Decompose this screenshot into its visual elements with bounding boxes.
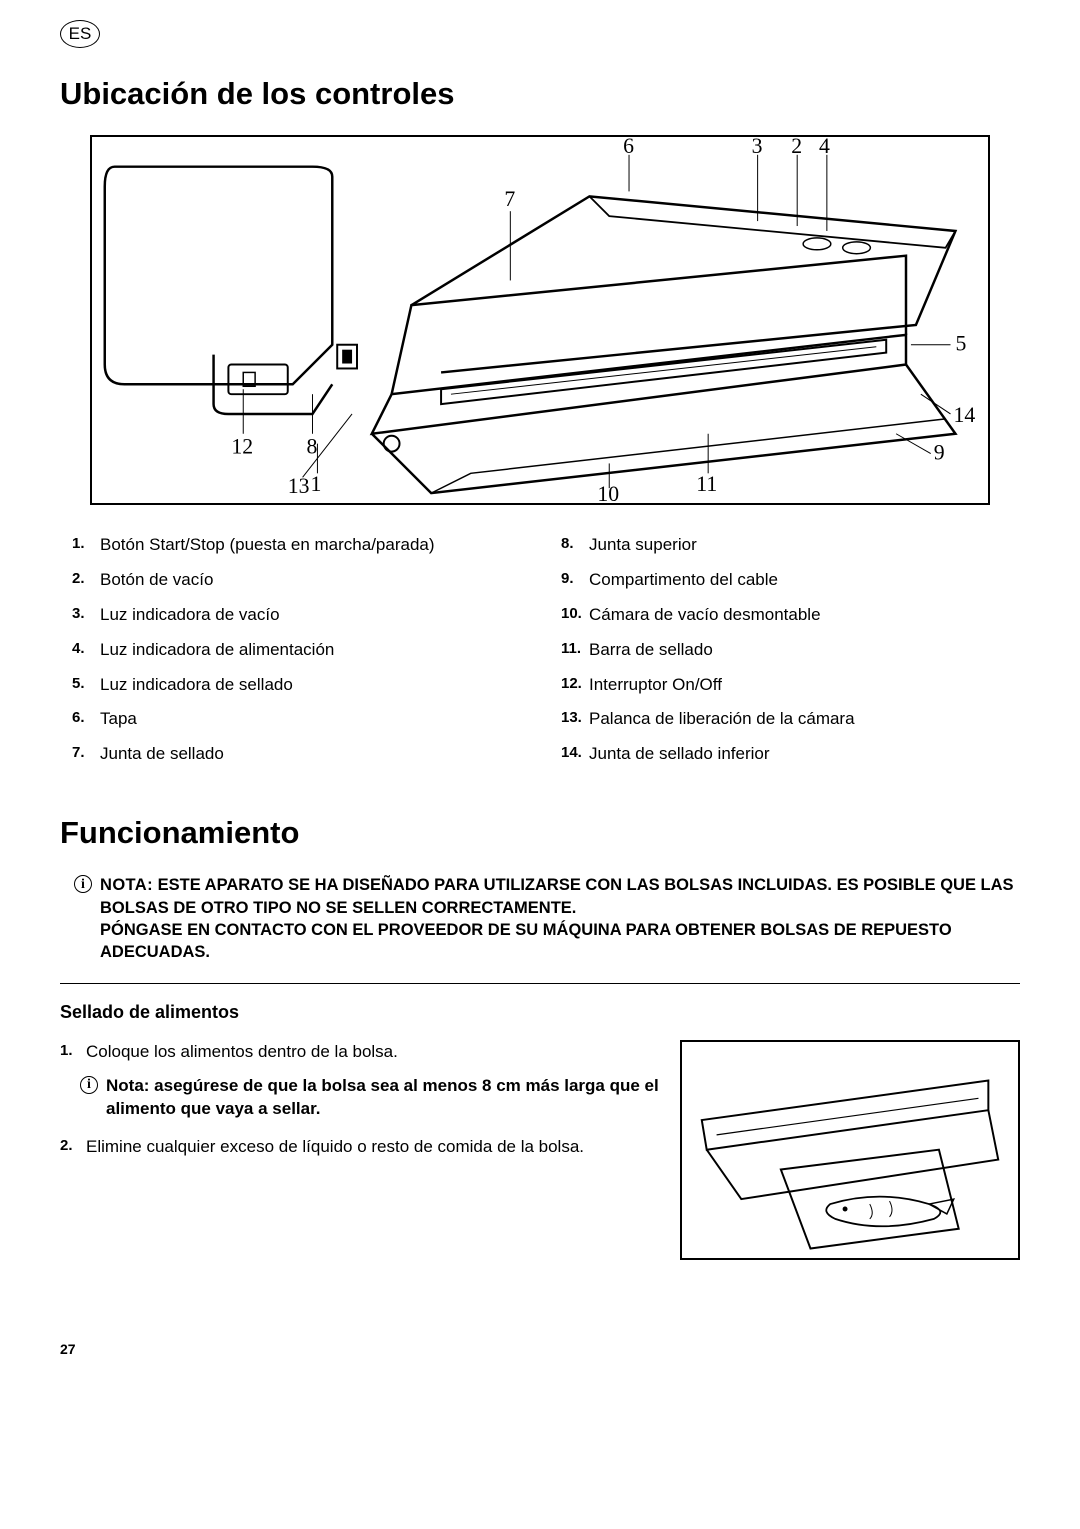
language-badge: ES bbox=[60, 20, 100, 48]
diag-label-11: 11 bbox=[696, 473, 717, 497]
step-item: 1. Coloque los alimentos dentro de la bo… bbox=[60, 1040, 664, 1064]
list-item: 5.Luz indicadora de sellado bbox=[72, 673, 531, 697]
diag-label-7: 7 bbox=[504, 188, 515, 212]
diag-label-9: 9 bbox=[934, 441, 945, 465]
list-item: 13.Palanca de liberación de la cámara bbox=[561, 707, 1020, 731]
list-item: 10.Cámara de vacío desmontable bbox=[561, 603, 1020, 627]
list-item: 11.Barra de sellado bbox=[561, 638, 1020, 662]
parts-list: 1.Botón Start/Stop (puesta en marcha/par… bbox=[60, 533, 1020, 777]
diag-label-13: 13 bbox=[288, 474, 310, 498]
list-item: 12.Interruptor On/Off bbox=[561, 673, 1020, 697]
parts-col-right: 8.Junta superior 9.Compartimento del cab… bbox=[561, 533, 1020, 777]
list-item: 6.Tapa bbox=[72, 707, 531, 731]
step-item: 2. Elimine cualquier exceso de líquido o… bbox=[60, 1135, 664, 1159]
step-illustration bbox=[680, 1040, 1020, 1260]
diag-label-6: 6 bbox=[623, 137, 634, 158]
diag-label-2: 2 bbox=[791, 137, 802, 158]
diag-label-14: 14 bbox=[953, 403, 975, 427]
separator bbox=[60, 983, 1020, 984]
list-item: 3.Luz indicadora de vacío bbox=[72, 603, 531, 627]
main-note: i Nota: Este aparato se ha diseñado para… bbox=[74, 874, 1020, 963]
diag-label-4: 4 bbox=[819, 137, 830, 158]
list-item: 9.Compartimento del cable bbox=[561, 568, 1020, 592]
diag-label-8: 8 bbox=[307, 435, 318, 459]
list-item: 8.Junta superior bbox=[561, 533, 1020, 557]
list-item: 14.Junta de sellado inferior bbox=[561, 742, 1020, 766]
diag-label-12: 12 bbox=[231, 435, 253, 459]
page-number: 27 bbox=[60, 1340, 1020, 1360]
info-icon: i bbox=[74, 875, 92, 893]
inline-note: i Nota: asegúrese de que la bolsa sea al… bbox=[80, 1075, 664, 1121]
diag-label-3: 3 bbox=[752, 137, 763, 158]
parts-col-left: 1.Botón Start/Stop (puesta en marcha/par… bbox=[72, 533, 531, 777]
list-item: 2.Botón de vacío bbox=[72, 568, 531, 592]
section-title-operation: Funcionamiento bbox=[60, 811, 1020, 854]
controls-diagram: 6 3 2 4 7 5 14 9 11 10 12 8 1 13 bbox=[90, 135, 990, 505]
diag-label-1: 1 bbox=[311, 473, 322, 497]
controls-diagram-svg: 6 3 2 4 7 5 14 9 11 10 12 8 1 13 bbox=[92, 137, 988, 503]
note-text: Nota: Este aparato se ha diseñado para u… bbox=[100, 874, 1020, 963]
diag-label-5: 5 bbox=[955, 332, 966, 356]
diag-label-10: 10 bbox=[597, 482, 619, 503]
section-title-controls: Ubicación de los controles bbox=[60, 72, 1020, 115]
list-item: 1.Botón Start/Stop (puesta en marcha/par… bbox=[72, 533, 531, 557]
step-illustration-svg bbox=[682, 1041, 1018, 1258]
info-icon: i bbox=[80, 1076, 98, 1094]
list-item: 7.Junta de sellado bbox=[72, 742, 531, 766]
list-item: 4.Luz indicadora de alimentación bbox=[72, 638, 531, 662]
subheading-sealing: Sellado de alimentos bbox=[60, 1000, 1020, 1025]
